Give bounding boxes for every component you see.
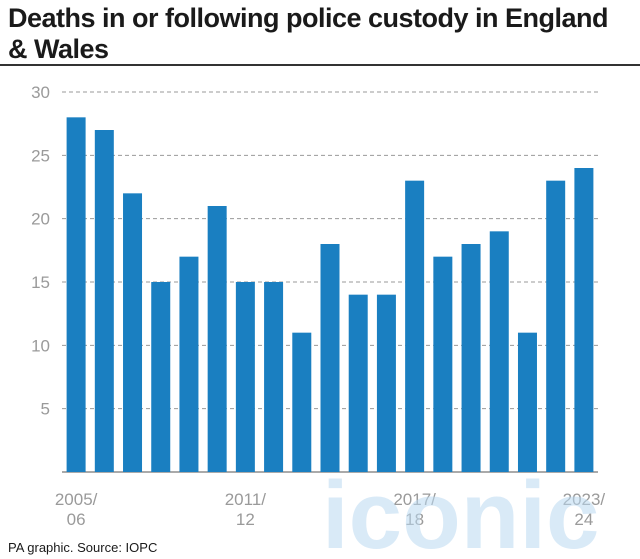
bar-2020-21 <box>489 231 509 472</box>
y-axis-tick-labels: 5 10 15 20 25 30 <box>31 83 50 419</box>
bar-2019-20 <box>461 244 481 472</box>
bar-2012-13 <box>264 282 284 472</box>
bar-2006-07 <box>94 130 114 472</box>
bar-2013-14 <box>292 332 312 472</box>
x-tick-label: 2017/18 <box>393 490 436 529</box>
bar-2007-08 <box>123 193 143 472</box>
bar-2014-15 <box>320 244 340 472</box>
bar-2023-24 <box>574 168 594 472</box>
bar-2008-09 <box>151 282 171 472</box>
bar-chart: 5 10 15 20 25 30 2005/06 2011/12 2017/18 2023/24 <box>31 83 606 529</box>
watermark-text: iconic <box>322 462 599 559</box>
bar-2011-12 <box>235 282 255 472</box>
y-tick-label: 30 <box>31 83 50 102</box>
bar-2022-23 <box>546 180 566 472</box>
y-tick-label: 20 <box>31 210 50 229</box>
iconic-watermark: iconic <box>322 462 599 559</box>
source-note: PA graphic. Source: IOPC <box>8 540 158 555</box>
bar-2010-11 <box>207 206 227 472</box>
x-tick-label: 2005/06 <box>55 490 98 529</box>
x-axis-tick-labels: 2005/06 2011/12 2017/18 2023/24 <box>55 490 606 529</box>
bar-2021-22 <box>517 332 537 472</box>
bar-2018-19 <box>433 256 453 472</box>
y-tick-label: 15 <box>31 273 50 292</box>
bar-2009-10 <box>179 256 199 472</box>
x-tick-label: 2023/24 <box>563 490 606 529</box>
title-divider <box>0 64 640 66</box>
y-tick-label: 5 <box>41 400 50 419</box>
bar-2005-06 <box>66 117 86 473</box>
y-tick-label: 10 <box>31 336 50 355</box>
bar-2016-17 <box>376 294 396 472</box>
bar-2017-18 <box>405 180 425 472</box>
y-tick-label: 25 <box>31 146 50 165</box>
chart-title: Deaths in or following police custody in… <box>8 3 609 64</box>
bars <box>66 117 594 473</box>
x-tick-label: 2011/12 <box>225 490 267 529</box>
bar-2015-16 <box>348 294 368 472</box>
